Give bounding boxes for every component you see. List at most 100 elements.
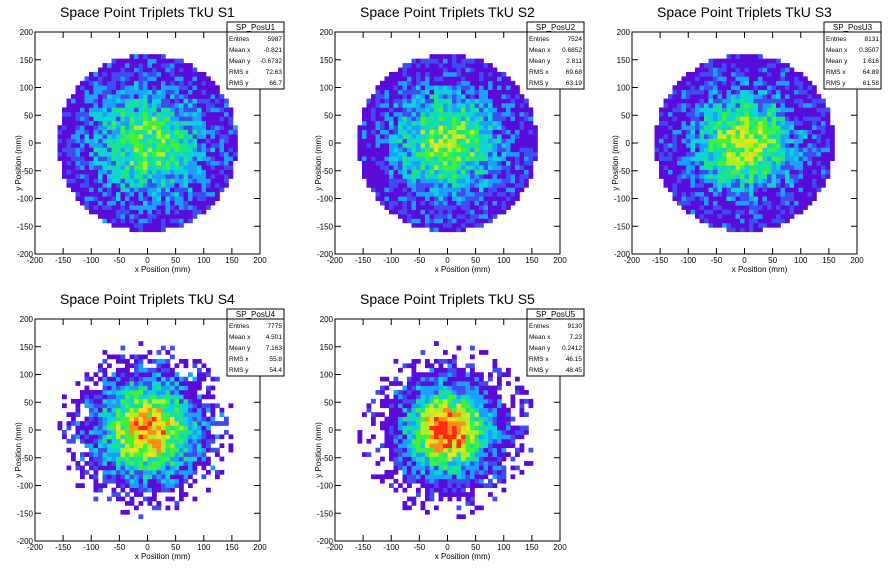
heatmap-cell — [695, 134, 700, 139]
heatmap-cell — [663, 98, 669, 104]
heatmap-cell — [116, 461, 121, 466]
heatmap-cell — [447, 103, 453, 108]
heatmap-cell — [165, 478, 171, 484]
heatmap-cell — [62, 394, 67, 400]
heatmap-cell — [771, 111, 777, 117]
heatmap-cell — [183, 416, 189, 422]
heatmap-cell — [98, 187, 103, 193]
heatmap-cell — [170, 218, 175, 224]
heatmap-cell — [138, 394, 144, 400]
heatmap-cell — [447, 80, 453, 86]
heatmap-cell — [89, 125, 94, 130]
heatmap-cell — [161, 205, 166, 210]
heatmap-cell — [380, 398, 385, 404]
heatmap-cell — [753, 151, 759, 157]
heatmap-cell — [111, 474, 117, 480]
heatmap-cell — [677, 94, 682, 99]
heatmap-cell — [690, 143, 696, 148]
heatmap-cell — [425, 67, 430, 73]
heatmap-cell — [402, 85, 408, 91]
heatmap-cell — [443, 174, 448, 179]
heatmap-cell — [134, 390, 139, 395]
heatmap-cell — [210, 98, 216, 104]
heatmap-cell — [420, 98, 426, 104]
heatmap-cell — [170, 372, 175, 378]
heatmap-cell — [107, 107, 112, 113]
heatmap-cell — [228, 151, 234, 157]
heatmap-cell — [98, 390, 103, 395]
heatmap-cell — [66, 111, 72, 117]
heatmap-cell — [749, 98, 754, 104]
heatmap-cell — [753, 125, 759, 130]
heatmap-cell — [717, 107, 723, 113]
heatmap-cell — [758, 143, 763, 148]
heatmap-cell — [62, 120, 67, 126]
heatmap-cell — [98, 367, 103, 373]
heatmap-cell — [156, 58, 162, 64]
heatmap-cell — [753, 169, 759, 175]
heatmap-cell — [519, 187, 525, 193]
y-tick-label: 100 — [320, 84, 334, 93]
heatmap-cell — [402, 89, 408, 95]
heatmap-cell — [452, 182, 457, 188]
heatmap-cell — [393, 169, 399, 175]
heatmap-cell — [465, 174, 471, 179]
heatmap-cell — [398, 200, 403, 206]
heatmap-cell — [170, 222, 175, 228]
heatmap-cell — [125, 447, 130, 453]
heatmap-cell — [749, 227, 754, 233]
heatmap-cell — [125, 209, 130, 215]
heatmap-cell — [102, 182, 108, 188]
heatmap-cell — [524, 174, 529, 179]
heatmap-cell — [80, 89, 85, 95]
heatmap-cell — [375, 447, 381, 453]
heatmap-cell — [479, 129, 484, 135]
heatmap-cell — [767, 58, 772, 64]
heatmap-cell — [174, 134, 180, 139]
heatmap-cell — [762, 125, 768, 130]
heatmap-cell — [420, 63, 426, 68]
heatmap-cell — [125, 492, 130, 497]
heatmap-cell — [84, 461, 90, 466]
heatmap-cell — [152, 89, 157, 95]
heatmap-cell — [80, 134, 85, 139]
stats-label: RMS y — [826, 80, 846, 87]
heatmap-cell — [672, 111, 678, 117]
heatmap-cell — [129, 143, 135, 148]
heatmap-cell — [515, 89, 520, 95]
heatmap-cell — [219, 434, 225, 440]
heatmap-cell — [120, 381, 126, 386]
heatmap-cell — [389, 169, 394, 175]
heatmap-cell — [744, 218, 750, 224]
heatmap-cell — [429, 58, 435, 64]
heatmap-cell — [434, 227, 439, 233]
heatmap-cell — [749, 147, 754, 153]
heatmap-cell — [107, 125, 112, 130]
stats-value: 61.58 — [863, 80, 880, 87]
heatmap-cell — [107, 156, 112, 162]
heatmap-cell — [161, 218, 166, 224]
heatmap-cell — [170, 385, 175, 391]
heatmap-cell — [102, 381, 108, 386]
heatmap-cell — [735, 222, 741, 228]
heatmap-cell — [708, 178, 714, 184]
heatmap-cell — [215, 191, 220, 197]
heatmap-cell — [474, 174, 480, 179]
heatmap-cell — [384, 80, 390, 86]
heatmap-cell — [762, 196, 768, 202]
heatmap-cell — [807, 156, 813, 162]
heatmap-cell — [722, 80, 727, 86]
heatmap-cell — [161, 227, 166, 233]
heatmap-cells — [357, 341, 534, 520]
heatmap-cell — [102, 63, 108, 68]
heatmap-cell — [726, 214, 732, 219]
heatmap-cell — [98, 487, 103, 493]
heatmap-cell — [672, 120, 678, 126]
heatmap-cell — [497, 182, 502, 188]
heatmap-cell — [89, 116, 94, 122]
heatmap-cell — [762, 94, 768, 99]
heatmap-cell — [528, 138, 534, 144]
heatmap-cell — [407, 125, 412, 130]
heatmap-cell — [380, 403, 385, 409]
heatmap-cell — [116, 376, 121, 382]
